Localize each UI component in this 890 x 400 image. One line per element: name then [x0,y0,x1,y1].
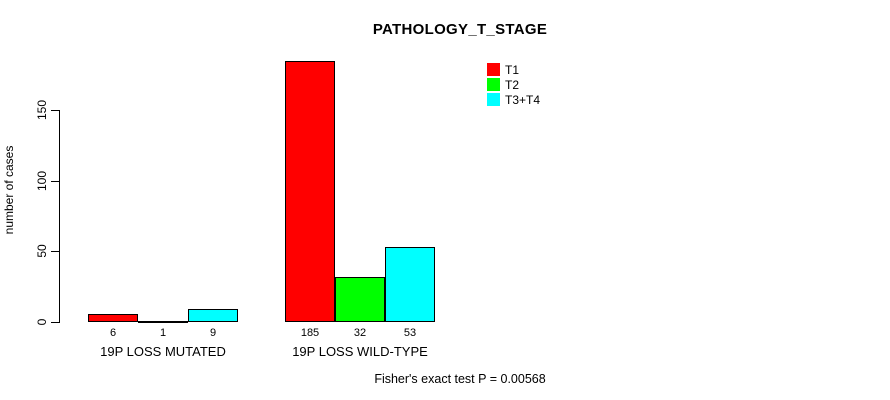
y-axis-tick-label: 150 [35,99,49,121]
y-axis-tick [51,110,59,111]
legend-swatch [487,63,500,76]
y-axis-line [59,110,60,323]
bar-value-label: 53 [403,327,417,339]
category-label: 19P LOSS MUTATED [100,344,226,359]
y-axis-label: number of cases [2,145,16,235]
y-axis-tick [51,251,59,253]
bar-value-label: 1 [159,327,167,339]
y-axis-tick [51,180,59,182]
bar-t3-t4-group1 [188,309,238,322]
y-axis-tick [51,322,59,323]
legend-item: T1 [487,62,540,77]
stat-annotation: Fisher's exact test P = 0.00568 [374,372,546,386]
bar-value-label: 32 [353,327,367,339]
bar-value-label: 9 [209,327,217,339]
legend-swatch [487,78,500,91]
bar-t3-t4-group2 [385,247,435,322]
bar-t2-group1 [138,320,188,323]
y-axis-tick-label: 50 [35,244,49,259]
legend-label: T2 [505,77,520,92]
chart-title: PATHOLOGY_T_STAGE [372,21,548,38]
bar-value-label: 6 [109,327,117,339]
legend-label: T3+T4 [505,92,541,107]
y-axis-tick-label: 100 [35,170,49,191]
legend-label: T1 [505,62,520,77]
bar-value-label: 185 [300,327,320,339]
y-axis-tick-label: 0 [35,318,49,326]
category-label: 19P LOSS WILD-TYPE [292,344,428,359]
legend-swatch [487,93,500,106]
legend-item: T3+T4 [487,92,540,107]
bar-t1-group2 [285,60,335,322]
legend: T1 T2 T3+T4 [487,62,540,107]
bar-t2-group2 [335,276,385,322]
bar-t1-group1 [88,313,138,322]
legend-item: T2 [487,77,540,92]
